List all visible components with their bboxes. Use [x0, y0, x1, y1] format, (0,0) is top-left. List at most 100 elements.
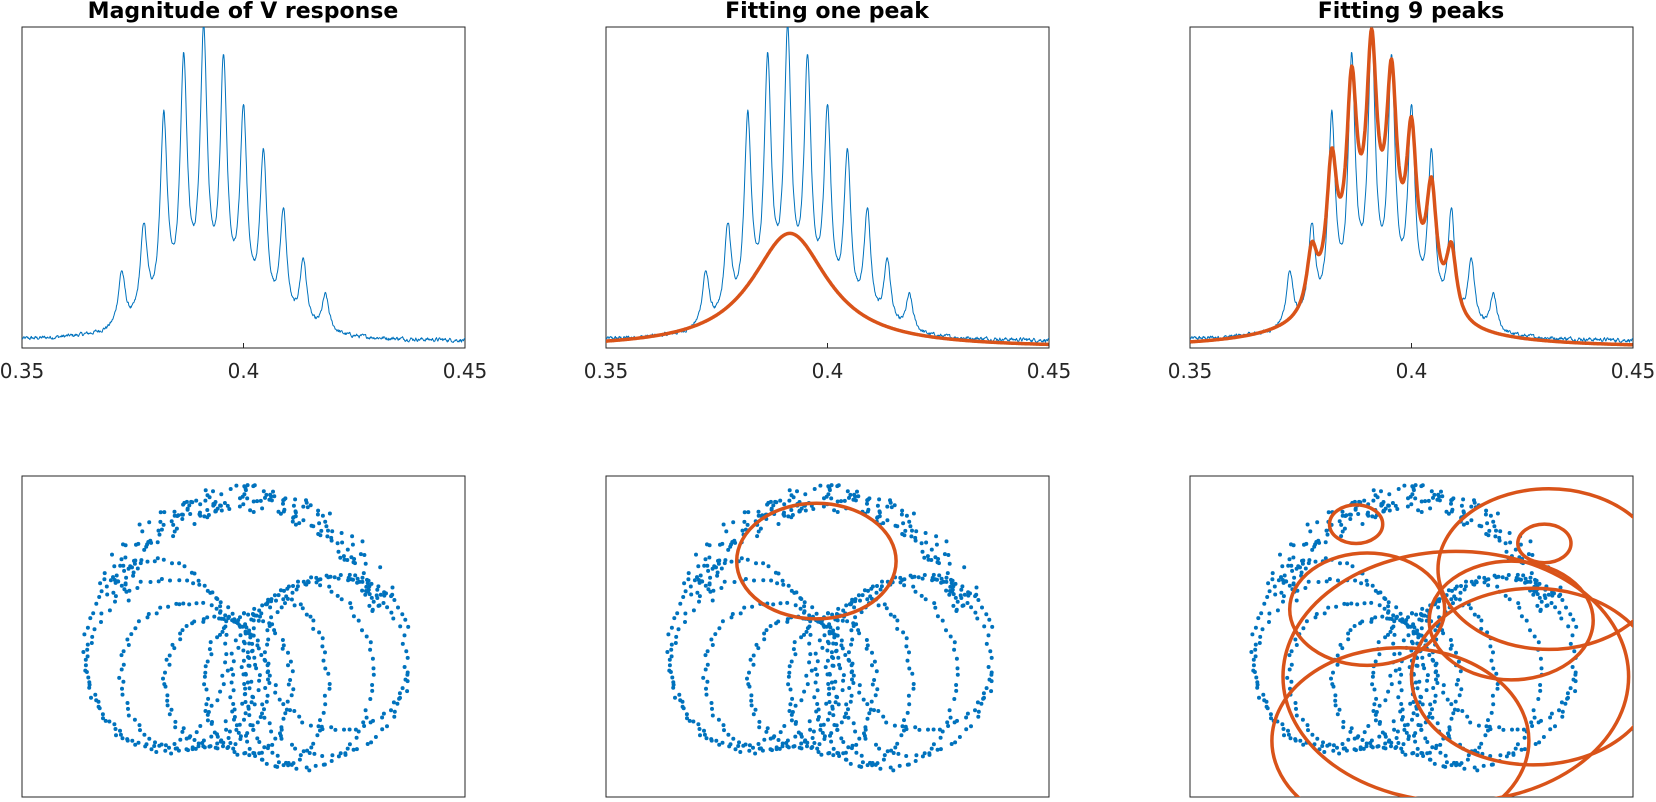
scatter-point [849, 693, 854, 698]
scatter-point [764, 628, 769, 633]
scatter-point [1340, 742, 1345, 746]
scatter-point [1430, 707, 1434, 712]
scatter-point [911, 686, 916, 691]
scatter-point [803, 492, 808, 497]
scatter-point [353, 727, 358, 732]
scatter-point [92, 627, 97, 632]
scatter-point [837, 754, 842, 758]
scatter-point [845, 489, 850, 494]
scatter-point [153, 740, 157, 745]
scatter-point [1532, 715, 1537, 720]
scatter-point [286, 663, 290, 668]
scatter-point [821, 504, 826, 509]
scatter-point [1503, 593, 1508, 598]
scatter-point [672, 616, 677, 621]
scatter-point [178, 631, 183, 636]
scatter-point [117, 675, 122, 680]
scatter-point [1331, 748, 1336, 753]
scatter-point [703, 667, 708, 672]
scatter-point [842, 715, 847, 719]
scatter-point [1380, 730, 1385, 735]
scatter-point [255, 736, 260, 741]
plot-frame [21, 475, 466, 798]
scatter-point [1400, 717, 1404, 722]
scatter-point [190, 621, 195, 626]
scatter-point [847, 686, 852, 690]
scatter-point [1400, 750, 1405, 754]
scatter-point [988, 649, 993, 654]
scatter-point [739, 556, 744, 561]
scatter-point [822, 496, 826, 501]
scatter-point [1461, 522, 1466, 527]
scatter-point [722, 728, 726, 733]
scatter-point [728, 544, 733, 549]
scatter-point [839, 720, 844, 725]
scatter-point [831, 753, 836, 758]
scatter-point [318, 583, 323, 588]
scatter-point [320, 727, 325, 732]
scatter-point [1383, 635, 1388, 640]
scatter-point [360, 539, 365, 544]
scatter-point [1377, 721, 1382, 726]
scatter-point [699, 579, 704, 584]
scatter-point [710, 598, 715, 603]
scatter-point [948, 715, 953, 720]
scatter-point [320, 513, 325, 518]
scatter-point [231, 659, 236, 664]
scatter-point [197, 582, 202, 587]
scatter-point [870, 584, 875, 589]
scatter-point [1291, 581, 1296, 586]
scatter-point [118, 732, 123, 737]
scatter-point [252, 655, 257, 660]
scatter-point [841, 608, 846, 613]
scatter-point [1340, 513, 1345, 518]
scatter-point [670, 675, 675, 680]
scatter-point [335, 541, 340, 546]
scatter-point [1423, 499, 1428, 504]
scatter-point [211, 489, 215, 494]
scatter-point [793, 603, 798, 608]
scatter-point [902, 583, 907, 588]
scatter-point [944, 588, 949, 593]
scatter-point [260, 711, 264, 716]
scatter-point [881, 521, 886, 526]
scatter-point [85, 647, 90, 652]
scatter-point [1315, 736, 1320, 741]
scatter-point [811, 729, 816, 734]
scatter-point [1294, 643, 1299, 647]
scatter-point [849, 628, 854, 633]
scatter-point [821, 623, 826, 628]
scatter-point [813, 680, 818, 685]
scatter-point [1391, 719, 1396, 724]
scatter-point [849, 663, 854, 668]
scatter-point [238, 615, 242, 620]
scatter-point [214, 606, 219, 611]
scatter-point [253, 662, 258, 667]
scatter-point [247, 628, 252, 633]
x-tick-label: 0.45 [1611, 359, 1656, 383]
scatter-point [1454, 761, 1459, 765]
scatter-point [1281, 599, 1285, 604]
x-tick-label: 0.35 [584, 359, 629, 383]
scatter-point [1373, 718, 1378, 723]
scatter-point [893, 745, 898, 750]
scatter-point [793, 652, 798, 657]
plot-area [606, 27, 1049, 347]
scatter-point [789, 515, 794, 520]
scatter-point [671, 685, 676, 690]
scatter-point [121, 679, 126, 684]
scatter-point [266, 637, 271, 642]
scatter-point [1419, 510, 1424, 514]
scatter-point [351, 614, 356, 619]
scatter-point [230, 611, 235, 616]
scatter-point [278, 588, 283, 593]
scatter-point [1411, 751, 1416, 755]
scatter-point [406, 624, 411, 629]
scatter-point [280, 638, 285, 642]
scatter-point [85, 654, 90, 659]
scatter-point [1419, 626, 1424, 631]
scatter-point [826, 611, 830, 616]
scatter-point [155, 556, 160, 561]
scatter-point [913, 535, 918, 540]
scatter-point [1399, 746, 1404, 751]
